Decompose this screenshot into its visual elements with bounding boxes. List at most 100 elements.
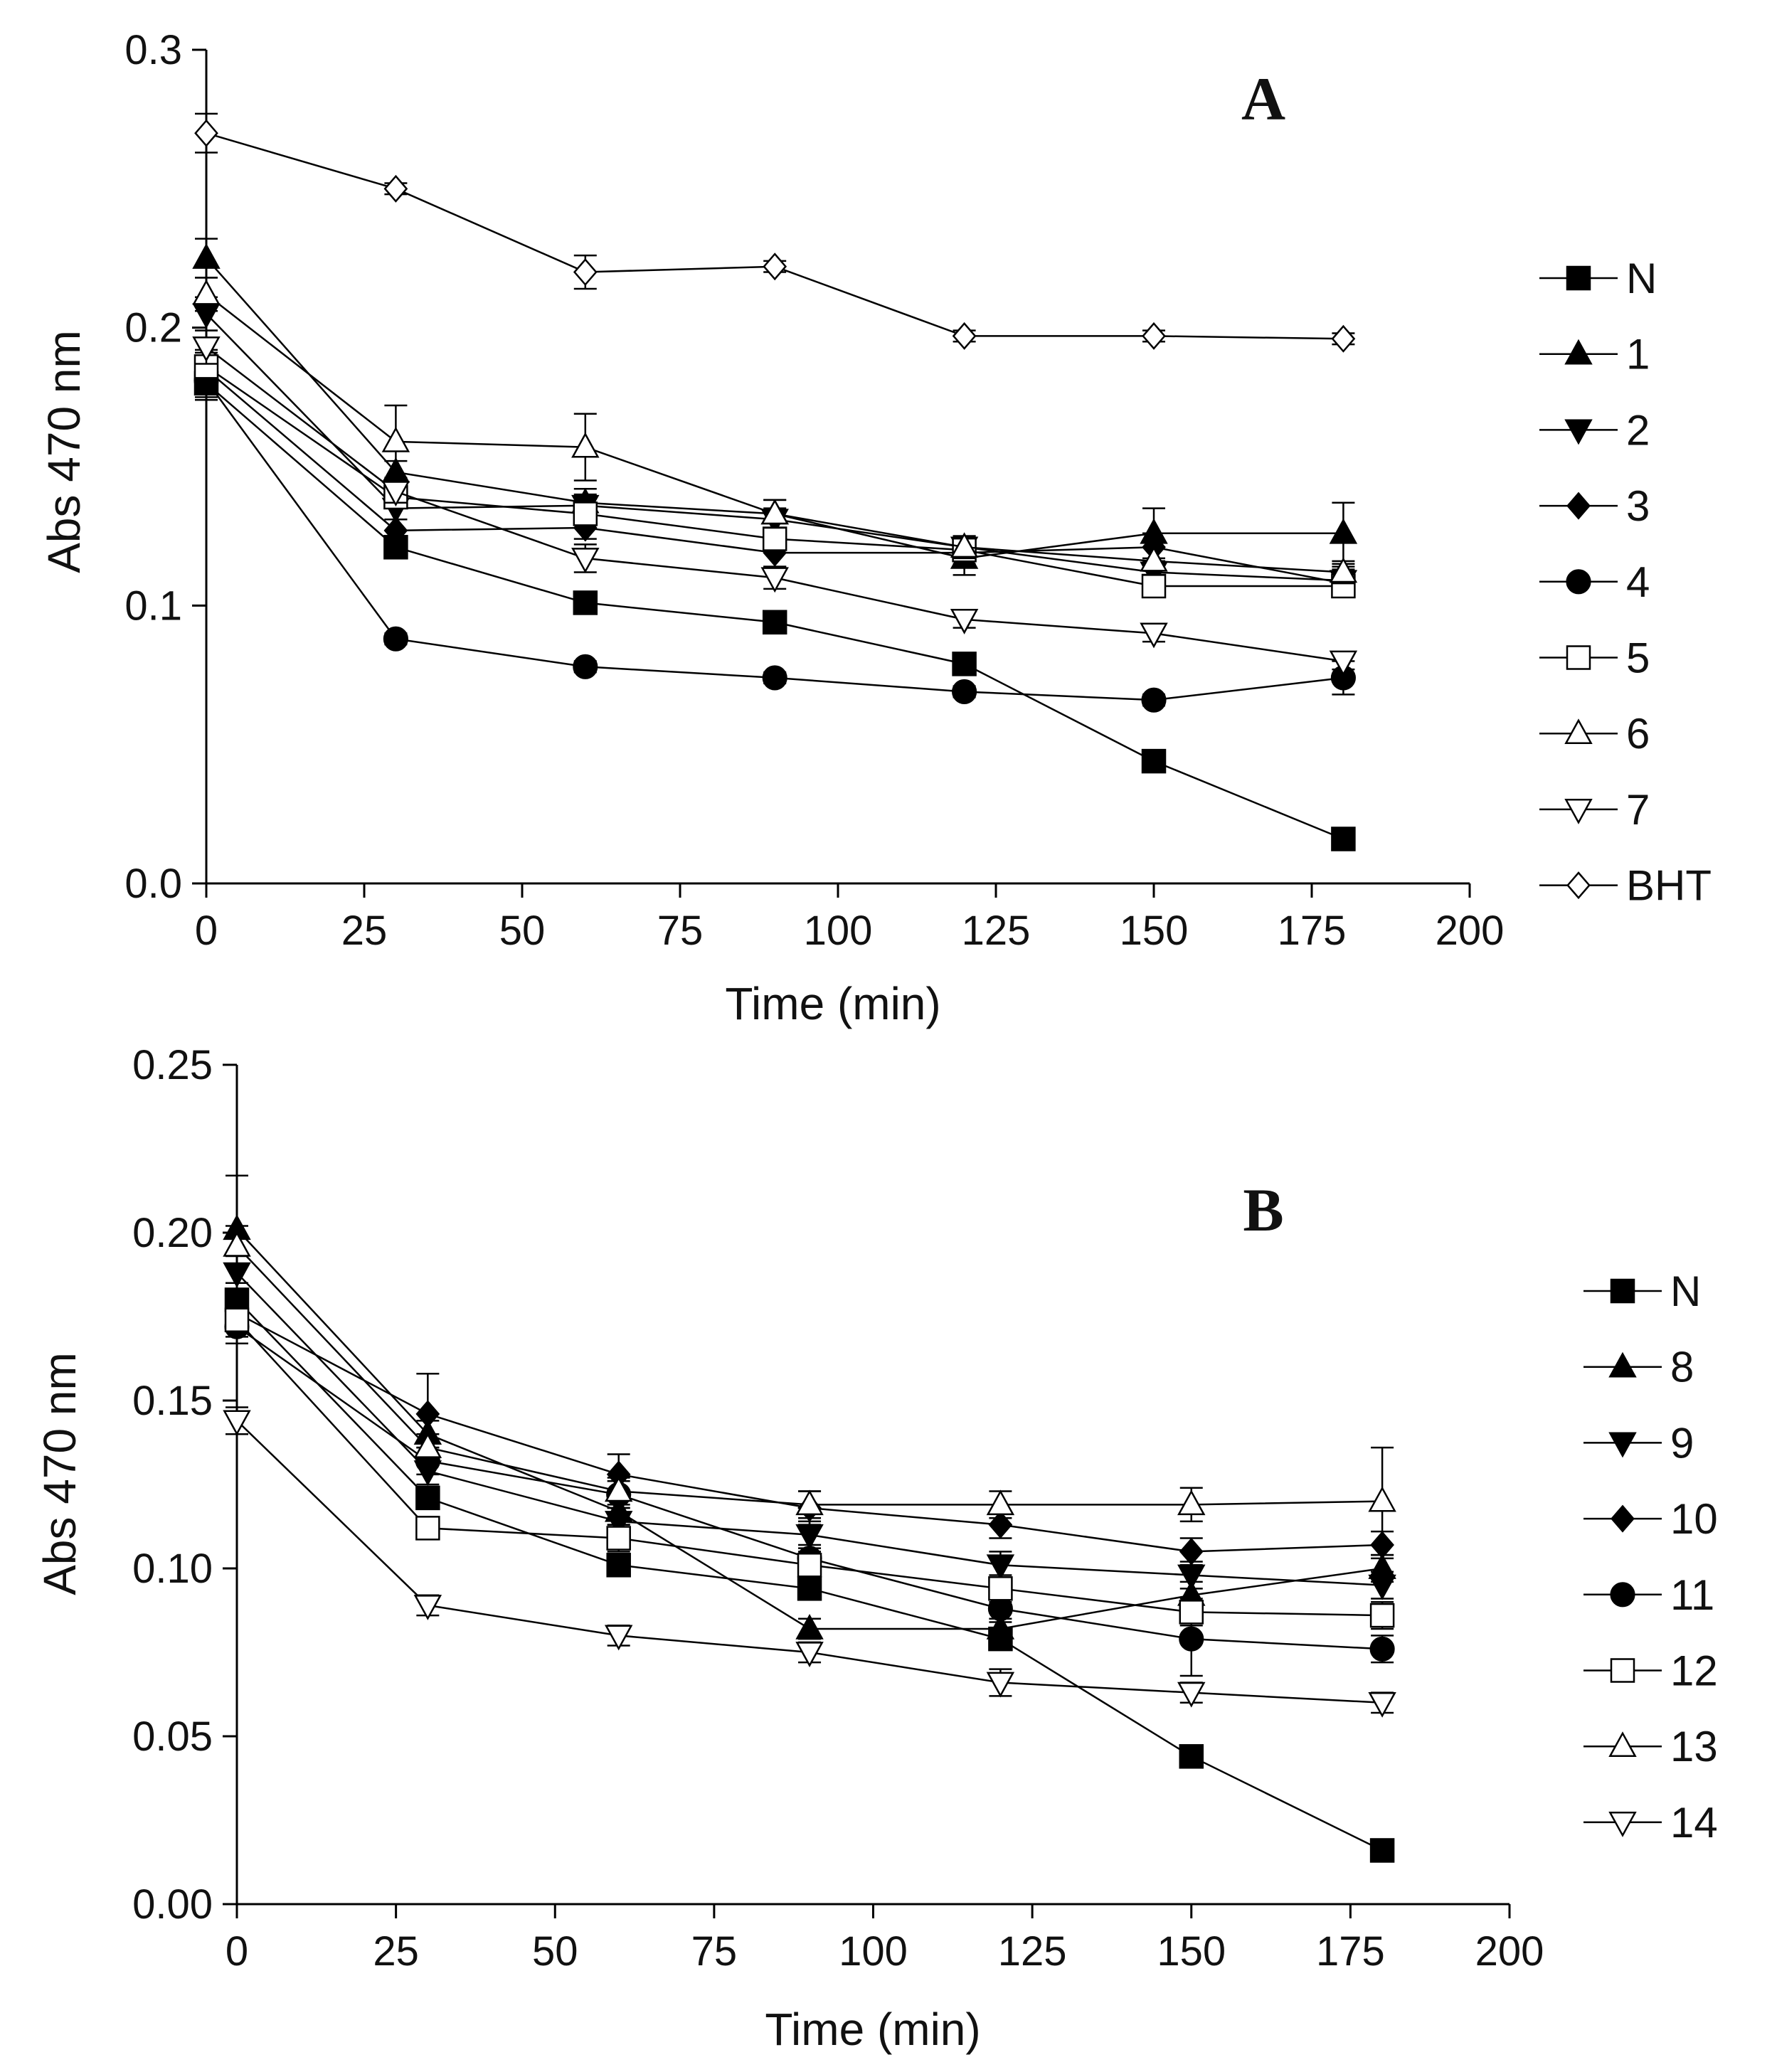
panel-a-series-6-point bbox=[760, 499, 789, 525]
panel-a-series-bht-point bbox=[1331, 324, 1356, 353]
panel-b-y-tick-label: 0.20 bbox=[132, 1210, 213, 1256]
panel-a-series-7-point bbox=[1140, 622, 1168, 649]
panel-a-series-5-point bbox=[1141, 573, 1167, 599]
panel-a-x-tick-label: 150 bbox=[1120, 908, 1189, 954]
panel-b-series-10-point bbox=[1179, 1537, 1204, 1566]
panel-b-letter: B bbox=[1243, 1176, 1283, 1244]
panel-a-series-bht-point bbox=[194, 119, 218, 147]
panel-a-series-5-point bbox=[573, 501, 598, 526]
panel-a-legend-label: 4 bbox=[1626, 558, 1650, 606]
panel-b-series-12-point bbox=[224, 1307, 250, 1332]
chart-panel-a: A Abs 470 nm Time (min) 0 25 50 75 100 125 150… bbox=[38, 27, 1712, 1029]
panel-a-series-6-point bbox=[950, 532, 979, 558]
panel-a-legend-item-7: 7 bbox=[1539, 786, 1650, 834]
panel-a-legend-marker bbox=[1566, 569, 1591, 595]
panel-a-series-6-point bbox=[381, 426, 410, 452]
panel-b-series-12-point bbox=[1369, 1603, 1395, 1628]
panel-a-series-1-point bbox=[1329, 518, 1358, 544]
panel-b-legend-marker bbox=[1608, 1432, 1637, 1458]
panel-a-series-6-point bbox=[571, 432, 600, 458]
panel-b-series-13 bbox=[223, 1225, 1396, 1556]
panel-a-series-7-point bbox=[192, 336, 221, 363]
panel-a-legend-label: 2 bbox=[1626, 406, 1650, 454]
panel-b-y-tick-label: 0.00 bbox=[132, 1881, 213, 1928]
panel-b-y-tick-label: 0.05 bbox=[132, 1714, 213, 1760]
panel-b-series-14-point bbox=[223, 1410, 251, 1436]
panel-a-legend-item-2: 2 bbox=[1539, 406, 1650, 454]
panel-b-legend-label: N bbox=[1670, 1268, 1701, 1315]
panel-a-legend-marker bbox=[1566, 492, 1591, 520]
panel-b-legend-label: 14 bbox=[1670, 1799, 1718, 1847]
panel-a-x-tick-label: 175 bbox=[1278, 908, 1347, 954]
panel-a-y-tick-label: 0.3 bbox=[124, 27, 182, 73]
panel-b-series-14-point bbox=[1177, 1681, 1206, 1708]
panel-b-legend-marker bbox=[1610, 1278, 1635, 1304]
panel-b-legend-label: 9 bbox=[1670, 1419, 1694, 1467]
panel-a-series-n-point bbox=[1331, 827, 1356, 851]
panel-a-x-tick-label: 75 bbox=[657, 908, 704, 954]
panel-a-legend-item-4: 4 bbox=[1539, 558, 1650, 606]
panel-b-series-11-point bbox=[1369, 1636, 1395, 1662]
panel-b-legend-item-8: 8 bbox=[1583, 1344, 1694, 1391]
panel-b-legend-item-n: N bbox=[1583, 1268, 1701, 1315]
panel-b-series-14-point bbox=[413, 1595, 442, 1620]
panel-a-legend-marker bbox=[1564, 718, 1593, 745]
panel-a-x-tick-label: 125 bbox=[962, 908, 1031, 954]
panel-b-x-axis-label: Time (min) bbox=[765, 2004, 980, 2055]
panel-b-series-10-point bbox=[415, 1400, 440, 1428]
panel-b-y-tick-label: 0.10 bbox=[132, 1546, 213, 1592]
panel-b-series-14-point bbox=[1368, 1691, 1396, 1718]
panel-a-legend-item-1: 1 bbox=[1539, 331, 1650, 378]
panel-b-series-12-point bbox=[797, 1553, 822, 1578]
panel-a-legend-label: 3 bbox=[1626, 482, 1650, 530]
panel-a-series-4-point bbox=[952, 679, 977, 705]
panel-a-series-7-point bbox=[381, 481, 410, 507]
panel-a-series-bht-point bbox=[573, 258, 598, 287]
panel-a-legend-item-n: N bbox=[1539, 255, 1657, 302]
panel-a-series-bht-point bbox=[952, 322, 977, 350]
panel-b-series-13-point bbox=[1177, 1489, 1206, 1516]
panel-b-series-8-point bbox=[986, 1613, 1015, 1640]
panel-a-x-tick-label: 50 bbox=[499, 908, 546, 954]
panel-b-legend-item-12: 12 bbox=[1583, 1647, 1718, 1695]
panel-b-series-n-point bbox=[1179, 1744, 1204, 1769]
panel-b-legend-label: 13 bbox=[1670, 1723, 1718, 1770]
panel-b-series-9-point bbox=[1368, 1574, 1396, 1600]
panel-b-x-tick-label: 0 bbox=[226, 1928, 248, 1975]
panel-b-series-9-point bbox=[604, 1511, 633, 1536]
panel-a-series-bht-point bbox=[383, 174, 408, 203]
panel-a-legend-marker bbox=[1566, 645, 1591, 670]
panel-a-legend-label: BHT bbox=[1626, 862, 1712, 910]
panel-b-y-axis-label: Abs 470 nm bbox=[34, 1352, 85, 1595]
panel-a-legend-marker bbox=[1564, 339, 1593, 365]
panel-a-x-axis-label: Time (min) bbox=[725, 978, 940, 1029]
panel-b-legend-marker bbox=[1610, 1582, 1635, 1608]
panel-a-series-n-point bbox=[952, 652, 977, 676]
panel-a-series-1-point bbox=[192, 243, 221, 269]
panel-b-legend-marker bbox=[1608, 1351, 1637, 1378]
panel-a-y-tick-label: 0.2 bbox=[124, 305, 182, 351]
panel-b-series-14-point bbox=[986, 1672, 1015, 1698]
panel-b-series-12-point bbox=[988, 1576, 1013, 1601]
panel-b-legend-label: 12 bbox=[1670, 1647, 1718, 1695]
panel-b-legend-item-13: 13 bbox=[1583, 1723, 1718, 1770]
panel-b-x-tick-label: 200 bbox=[1475, 1928, 1544, 1975]
panel-b-legend-item-10: 10 bbox=[1583, 1495, 1718, 1543]
panel-b-legend-marker bbox=[1611, 1504, 1635, 1533]
panel-b-series-12-point bbox=[1179, 1600, 1204, 1625]
panel-b-x-tick-label: 75 bbox=[691, 1928, 738, 1975]
panel-b-series-12 bbox=[224, 1302, 1395, 1630]
panel-a-legend-label: 7 bbox=[1626, 786, 1650, 834]
panel-b-x-tick-label: 125 bbox=[998, 1928, 1067, 1975]
panel-a-legend-marker bbox=[1566, 265, 1591, 291]
panel-a-series-bht-point bbox=[763, 253, 787, 281]
panel-b-series-14 bbox=[223, 1406, 1396, 1718]
panel-a-series-7-point bbox=[950, 609, 979, 634]
panel-b-legend-label: 10 bbox=[1670, 1495, 1718, 1543]
panel-b-legend-marker bbox=[1608, 1812, 1637, 1837]
panel-a-y-axis-label: Abs 470 nm bbox=[38, 330, 90, 573]
panel-b-y-tick-label: 0.25 bbox=[132, 1042, 213, 1088]
panel-a-legend-marker bbox=[1564, 799, 1593, 824]
chart-panel-b: B Abs 470 nm Time (min) 0 25 50 75 100 125 150… bbox=[34, 1042, 1718, 2055]
